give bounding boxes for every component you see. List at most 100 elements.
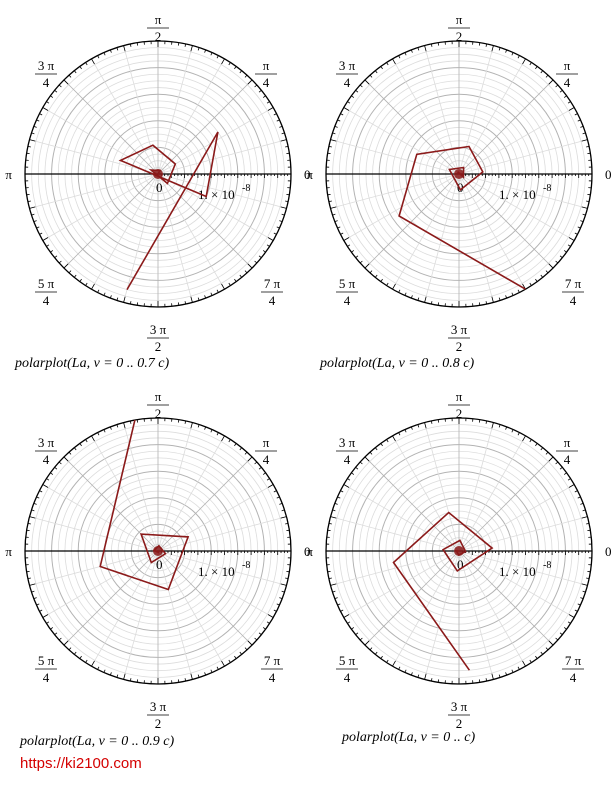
frame-tick — [50, 627, 54, 630]
frame-tick — [563, 95, 567, 98]
frame-tick — [228, 659, 231, 663]
frame-tick — [39, 490, 43, 493]
frame-tick — [247, 640, 253, 646]
grid-spoke — [364, 79, 460, 175]
plot-caption: polarplot(La, v = 0 .. 0.8 c) — [319, 356, 474, 371]
frame-tick — [239, 447, 243, 451]
angle-label-denominator: 2 — [155, 716, 162, 731]
grid-spoke — [458, 58, 526, 175]
frame-tick — [337, 226, 341, 229]
grid-spoke — [157, 173, 193, 303]
frame-tick — [197, 424, 200, 428]
frame-tick — [380, 443, 383, 447]
frame-tick — [239, 651, 243, 655]
frame-tick — [535, 66, 538, 70]
frame-tick — [505, 49, 508, 53]
frame-tick — [491, 296, 494, 303]
frame-tick — [204, 49, 207, 53]
frame-tick — [262, 472, 266, 475]
frame-tick — [555, 637, 559, 641]
grid-spoke — [458, 550, 575, 618]
frame-tick — [545, 74, 549, 78]
frame-tick — [262, 250, 266, 253]
grid-spoke — [458, 550, 588, 586]
angle-label-denominator: 4 — [43, 452, 50, 467]
data-curve — [118, 131, 219, 290]
radial-tick-label: 1. × 10 — [499, 187, 536, 202]
frame-tick — [586, 522, 590, 525]
angle-label-denominator: 4 — [570, 670, 577, 685]
grid-spoke — [157, 550, 274, 618]
frame-tick — [63, 79, 69, 85]
grid-spoke — [392, 435, 460, 552]
frame-tick — [239, 274, 243, 278]
frame-tick — [129, 43, 132, 47]
frame-tick — [267, 614, 274, 618]
watermark-url[interactable]: https://ki2100.com — [20, 755, 142, 772]
frame-tick — [343, 614, 350, 618]
origin-label: 0 — [457, 180, 464, 195]
frame-tick — [559, 466, 563, 470]
grid-spoke — [123, 45, 159, 175]
radial-tick-label: 1. × 10 — [499, 564, 536, 579]
frame-tick — [582, 132, 586, 135]
angle-label-denominator: 4 — [570, 293, 577, 308]
grid-spoke — [157, 173, 287, 209]
frame-tick — [334, 502, 338, 505]
frame-tick — [279, 220, 283, 223]
frame-tick — [332, 132, 336, 135]
frame-tick — [50, 250, 54, 253]
grid-spoke — [458, 173, 554, 269]
angle-label-90: π — [456, 389, 463, 404]
frame-tick — [369, 647, 373, 651]
frame-tick — [129, 301, 132, 305]
frame-tick — [548, 263, 554, 269]
grid-spoke — [42, 550, 159, 618]
frame-tick — [33, 597, 37, 600]
frame-tick — [234, 443, 237, 447]
frame-tick — [410, 49, 413, 53]
frame-tick — [555, 461, 559, 465]
frame-tick — [577, 119, 581, 122]
frame-tick — [36, 496, 40, 499]
grid-spoke — [123, 173, 159, 303]
frame-tick — [328, 200, 332, 203]
angle-label-denominator: 4 — [344, 75, 351, 90]
grid-spoke — [157, 173, 253, 269]
frame-tick — [184, 301, 187, 305]
frame-tick — [254, 461, 258, 465]
grid-spoke — [343, 550, 460, 618]
frame-tick — [535, 443, 538, 447]
frame-tick — [221, 58, 225, 65]
frame-tick — [36, 603, 40, 606]
frame-tick — [31, 590, 35, 593]
frame-tick — [374, 651, 378, 655]
angle-label-90: π — [456, 12, 463, 27]
frame-tick — [85, 439, 88, 443]
frame-tick — [580, 220, 584, 223]
angle-label-135: 3 π — [38, 435, 55, 450]
frame-tick — [545, 270, 549, 274]
angle-label-0: 0 — [304, 544, 311, 559]
frame-tick — [123, 296, 126, 303]
frame-tick — [281, 590, 285, 593]
frame-tick — [29, 516, 36, 519]
frame-tick — [46, 478, 50, 481]
frame-tick — [522, 58, 526, 65]
grid-spoke — [157, 139, 287, 175]
frame-tick — [559, 632, 563, 636]
grid-spoke — [63, 550, 159, 646]
frame-tick — [369, 74, 373, 78]
frame-tick — [267, 107, 274, 111]
frame-tick — [517, 55, 520, 59]
frame-tick — [210, 52, 213, 56]
frame-tick — [285, 200, 289, 203]
grid-spoke — [458, 173, 526, 290]
grid-spoke — [157, 58, 225, 175]
frame-tick — [404, 429, 407, 433]
frame-tick — [485, 678, 488, 682]
frame-tick — [280, 206, 287, 209]
frame-tick — [33, 502, 37, 505]
frame-tick — [123, 45, 126, 52]
